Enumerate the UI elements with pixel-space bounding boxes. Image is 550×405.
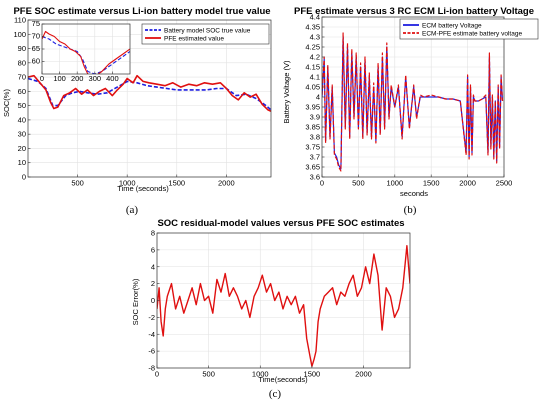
chart-a-inset-series-2-line <box>42 30 130 74</box>
chart-a-series-2-line <box>28 74 271 113</box>
chart-a-inset-xtick-label: 400 <box>106 74 119 83</box>
chart-b-ytick-label: 4.05 <box>305 83 320 92</box>
chart-b-title: PFE estimate versus 3 RC ECM Li-ion batt… <box>294 6 534 17</box>
chart-b-caption: (b) <box>404 204 417 216</box>
chart-b-ytick-label: 4 <box>316 93 320 102</box>
chart-a-ytick-label: 70 <box>18 73 26 82</box>
chart-panel-b: PFE estimate versus 3 RC ECM Li-ion batt… <box>282 6 539 216</box>
chart-a-xtick-label: 1500 <box>168 179 185 188</box>
chart-a-ytick-label: 30 <box>18 130 26 139</box>
chart-b-series-2-line <box>322 32 504 172</box>
chart-a-ytick-label: 60 <box>18 87 26 96</box>
chart-a-xtick-label: 500 <box>71 179 84 188</box>
chart-b-xlabel: seconds <box>400 189 428 198</box>
chart-c-xtick-label: 1000 <box>252 370 269 379</box>
chart-a-ytick-label: 50 <box>18 101 26 110</box>
chart-a-caption: (a) <box>126 204 139 216</box>
chart-a-ytick-label: 80 <box>18 58 26 67</box>
chart-b-ytick-label: 3.7 <box>310 153 320 162</box>
chart-b-legend-label-1: ECM battery Voltage <box>422 22 482 29</box>
chart-a-inset-xtick-label: 300 <box>89 74 102 83</box>
chart-a-inset-xtick-label: 200 <box>71 74 84 83</box>
chart-a-xtick-label: 1000 <box>119 179 136 188</box>
chart-c-xtick-label: 2000 <box>355 370 372 379</box>
chart-c-plot: 0 500 1000 1500 2000 -8 -6 -4 -2 0 2 4 6 8 <box>148 229 411 379</box>
chart-b-ytick-label: 4.1 <box>310 73 320 82</box>
chart-b-ytick-label: 4.3 <box>310 33 320 42</box>
chart-b-ytick-label: 3.6 <box>310 173 320 182</box>
chart-b-xtick-label: 1500 <box>423 179 440 188</box>
chart-c-xlabel: Time(seconds) <box>258 375 308 384</box>
chart-b-xtick-label: 0 <box>320 179 324 188</box>
chart-c-ytick-label: -4 <box>148 330 155 339</box>
chart-a-inset-xtick-label: 100 <box>53 74 66 83</box>
chart-panel-c: SOC residual-model values versus PFE SOC… <box>131 218 411 400</box>
chart-b-ytick-label: 4.4 <box>310 13 320 22</box>
chart-a-ytick-label: 40 <box>18 115 26 124</box>
chart-b-plot: 0 500 1000 1500 2000 2500 3.63.653.73.753.83.8… <box>305 13 512 188</box>
chart-c-ytick-label: -2 <box>148 313 155 322</box>
chart-b-ytick-label: 4.15 <box>305 63 320 72</box>
chart-c-caption: (c) <box>269 388 282 400</box>
chart-c-ytick-label: 2 <box>151 279 155 288</box>
chart-b-ytick-label: 3.8 <box>310 133 320 142</box>
chart-a-ytick-label: 110 <box>14 16 26 25</box>
chart-a-ytick-label: 20 <box>18 144 26 153</box>
chart-b-ytick-label: 3.85 <box>305 123 320 132</box>
chart-b-legend-label-2: ECM-PFE estimate battery voltage <box>422 30 522 37</box>
chart-b-ylabel: Battery Voltage (V) <box>282 60 291 123</box>
chart-a-inset-series-1-line <box>42 35 130 74</box>
chart-b-xtick-label: 2000 <box>459 179 476 188</box>
chart-b-xtick-label: 2500 <box>496 179 513 188</box>
chart-c-title: SOC residual-model values versus PFE SOC… <box>157 218 404 229</box>
chart-a-inset-ytick-label: 65 <box>32 44 40 53</box>
chart-a-title: PFE SOC estimate versus Li-ion battery m… <box>13 6 270 17</box>
chart-b-ytick-label: 4.35 <box>305 23 320 32</box>
chart-a-ylabel: SOC(%) <box>2 89 11 117</box>
chart-c-ylabel: SOC Error(%) <box>131 278 140 325</box>
chart-c-ytick-label: -6 <box>148 347 155 356</box>
chart-b-ytick-label: 3.95 <box>305 103 320 112</box>
chart-c-ytick-label: 6 <box>151 245 155 254</box>
chart-c-xtick-label: 1500 <box>304 370 321 379</box>
chart-a-inset-xtick-label: 0 <box>40 74 44 83</box>
chart-c-xtick-label: 0 <box>155 370 159 379</box>
chart-a-inset-ytick-label: 60 <box>32 57 40 66</box>
chart-a-ytick-label: 10 <box>18 158 26 167</box>
chart-a-legend-label-1: Battery model SOC true value <box>164 27 251 34</box>
chart-b-ytick-label: 3.9 <box>310 113 320 122</box>
chart-a-legend-label-2: PFE estimated value <box>164 35 224 42</box>
chart-b-ytick-label: 3.65 <box>305 163 320 172</box>
chart-a-xlabel: Time (seconds) <box>117 184 169 193</box>
chart-panel-a: PFE SOC estimate versus Li-ion battery m… <box>2 6 272 216</box>
chart-a-frame <box>27 19 272 178</box>
chart-b-xtick-label: 500 <box>352 179 365 188</box>
chart-a-inset-plot: 0 100 200 300 400 60 65 70 75 <box>32 19 131 83</box>
chart-a-inset-ytick-label: 75 <box>32 19 40 28</box>
chart-c-ytick-label: 4 <box>151 262 155 271</box>
chart-c-xtick-label: 500 <box>202 370 215 379</box>
chart-a-ytick-label: 100 <box>13 30 26 39</box>
chart-a-inset-ytick-label: 70 <box>32 32 40 41</box>
chart-a-legend-box <box>141 23 270 45</box>
chart-b-ytick-label: 4.25 <box>305 43 320 52</box>
chart-b-xtick-label: 1000 <box>386 179 403 188</box>
chart-b-legend-box <box>399 18 539 40</box>
chart-b-ytick-label: 3.75 <box>305 143 320 152</box>
chart-c-series-1-line <box>157 244 410 367</box>
chart-c-ytick-label: 8 <box>151 229 155 238</box>
chart-a-ytick-label: 90 <box>18 44 26 53</box>
chart-a-ytick-label: 0 <box>22 173 26 182</box>
chart-a-xtick-label: 2000 <box>218 179 235 188</box>
chart-c-ytick-label: 0 <box>151 296 155 305</box>
chart-b-ytick-label: 4.2 <box>310 53 320 62</box>
chart-c-ytick-label: -8 <box>148 364 155 373</box>
